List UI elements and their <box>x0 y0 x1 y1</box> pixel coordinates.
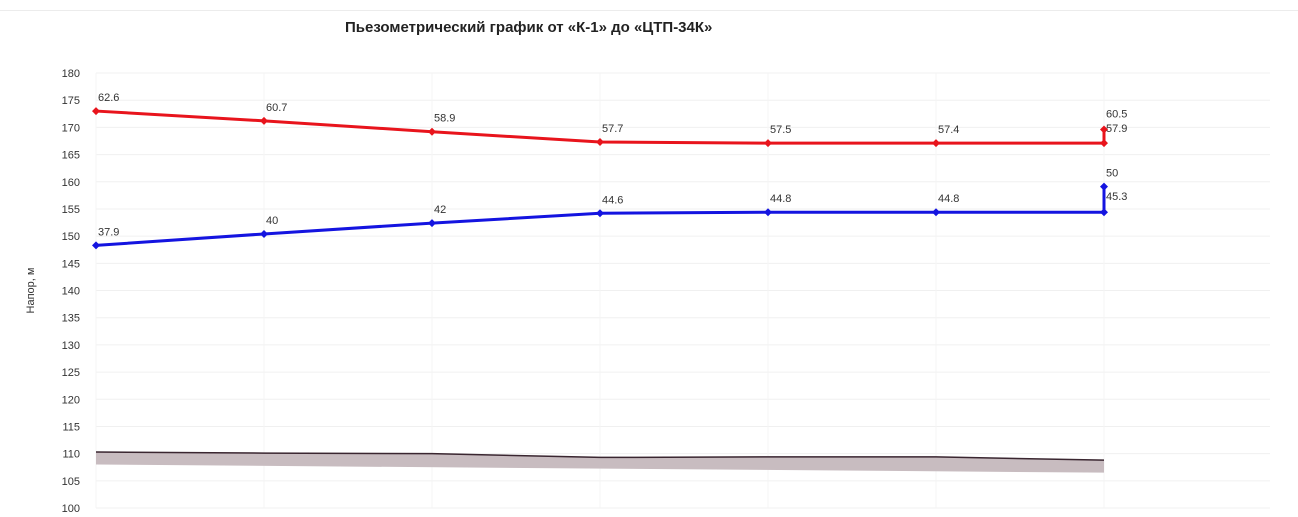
y-tick-label: 170 <box>62 122 80 134</box>
data-label: 57.5 <box>770 124 791 136</box>
y-tick-label: 145 <box>62 258 80 270</box>
data-label: 45.3 <box>1106 191 1127 203</box>
y-tick-label: 165 <box>62 150 80 162</box>
data-label: 37.9 <box>98 226 119 238</box>
y-tick-label: 120 <box>62 394 80 406</box>
data-point <box>1100 125 1108 134</box>
data-point <box>764 208 772 217</box>
data-labels: 62.6 60.7 58.9 57.7 57.5 57.4 57.9 60.5 37.9 40 42… <box>98 92 1127 238</box>
data-point <box>92 107 100 116</box>
y-tick-label: 135 <box>62 313 80 325</box>
data-label: 44.8 <box>770 193 791 205</box>
y-tick-label: 160 <box>62 177 80 189</box>
data-point <box>1100 208 1108 217</box>
data-label: 62.6 <box>98 92 119 104</box>
y-tick-label: 130 <box>62 340 80 352</box>
data-point <box>932 139 940 148</box>
ground-line <box>95 451 1105 461</box>
y-tick-label: 115 <box>62 421 80 433</box>
y-tick-label: 140 <box>62 286 80 298</box>
series-group <box>92 107 1108 250</box>
y-axis-ticks: 100 105 110 115 120 125 130 135 140 145 150 155 160 1… <box>62 68 80 515</box>
data-point <box>428 127 436 136</box>
data-label: 60.5 <box>1106 109 1127 121</box>
data-label: 40 <box>266 215 278 227</box>
y-tick-label: 150 <box>62 231 80 243</box>
y-tick-label: 155 <box>62 204 80 216</box>
data-point <box>1100 139 1108 148</box>
data-label: 50 <box>1106 168 1118 180</box>
data-label: 44.6 <box>602 194 623 206</box>
series-line-1 <box>95 186 1106 247</box>
data-label: 60.7 <box>266 102 287 114</box>
data-label: 57.7 <box>602 123 623 135</box>
grid-lines <box>95 72 1270 509</box>
data-point <box>764 139 772 148</box>
data-point <box>596 138 604 147</box>
ground-profile <box>95 451 1105 473</box>
data-label: 44.8 <box>938 193 959 205</box>
top-divider <box>0 10 1298 11</box>
series-line-0 <box>95 109 1106 145</box>
data-point <box>1100 182 1108 191</box>
data-point <box>260 116 268 125</box>
data-point <box>92 241 100 250</box>
data-label: 57.9 <box>1106 123 1127 135</box>
y-tick-label: 110 <box>62 449 80 461</box>
data-point <box>260 229 268 238</box>
y-tick-label: 175 <box>62 95 80 107</box>
y-tick-label: 125 <box>62 367 80 379</box>
data-point <box>596 209 604 218</box>
data-point <box>932 208 940 217</box>
y-axis-label: Напор, м <box>25 268 37 314</box>
y-tick-label: 180 <box>62 68 80 80</box>
data-label: 42 <box>434 204 446 216</box>
y-tick-label: 105 <box>62 476 80 488</box>
data-label: 57.4 <box>938 124 959 136</box>
data-point <box>428 219 436 228</box>
y-tick-label: 100 <box>62 503 80 515</box>
data-label: 58.9 <box>434 113 455 125</box>
chart-title: Пьезометрический график от «К-1» до «ЦТП… <box>345 19 713 36</box>
